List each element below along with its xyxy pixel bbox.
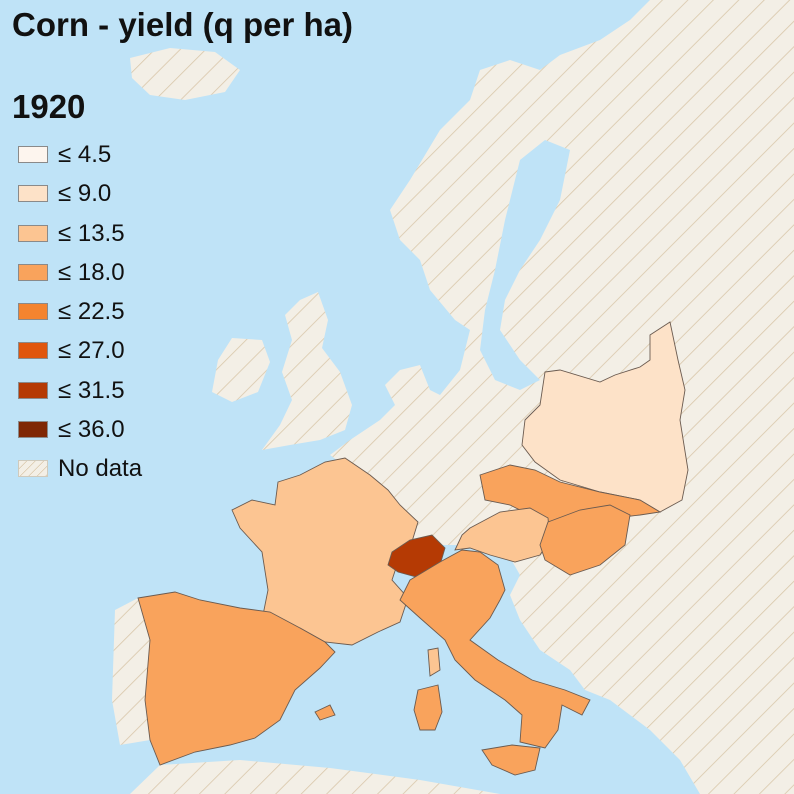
legend-swatch-3 bbox=[18, 224, 48, 242]
iceland-land bbox=[130, 48, 240, 100]
legend-swatch-nodata bbox=[18, 460, 48, 478]
legend-label-5: ≤ 22.5 bbox=[58, 298, 125, 326]
map-title: Corn - yield (q per ha) bbox=[12, 6, 354, 43]
legend-label-1: ≤ 4.5 bbox=[58, 141, 112, 168]
year-label: 1920 bbox=[12, 88, 86, 125]
portugal-land bbox=[112, 598, 150, 745]
legend-swatch-5 bbox=[18, 303, 48, 321]
sicily-region bbox=[481, 744, 541, 776]
legend-label-7: ≤ 31.5 bbox=[58, 376, 125, 404]
italy-region bbox=[399, 549, 591, 749]
legend-label-3: ≤ 13.5 bbox=[58, 219, 125, 247]
legend-swatch-8 bbox=[18, 421, 48, 439]
uk-land bbox=[262, 292, 352, 450]
austria-region bbox=[454, 507, 551, 563]
legend-label-4: ≤ 18.0 bbox=[58, 258, 125, 286]
legend-swatch-4 bbox=[18, 263, 48, 281]
corsica-region bbox=[427, 647, 441, 677]
legend-swatch-2 bbox=[18, 185, 48, 203]
spain-region bbox=[137, 591, 336, 766]
legend-swatch-6 bbox=[18, 342, 48, 360]
hungary-region bbox=[539, 504, 631, 576]
ireland-land bbox=[212, 338, 270, 402]
legend-label-8: ≤ 36.0 bbox=[58, 416, 125, 444]
baltic-gap bbox=[480, 140, 570, 390]
legend-label-6: ≤ 27.0 bbox=[58, 337, 125, 365]
legend-swatch-7 bbox=[18, 381, 48, 399]
countries bbox=[137, 321, 689, 776]
sardinia-region bbox=[413, 684, 443, 731]
legend-label-2: ≤ 9.0 bbox=[58, 180, 112, 208]
france-region bbox=[231, 457, 419, 646]
poland-region bbox=[521, 321, 689, 513]
legend-swatch-1 bbox=[18, 146, 48, 163]
north-africa-land bbox=[130, 760, 500, 794]
balearic-region bbox=[314, 704, 336, 721]
legend-label-nodata: No data bbox=[58, 455, 143, 483]
